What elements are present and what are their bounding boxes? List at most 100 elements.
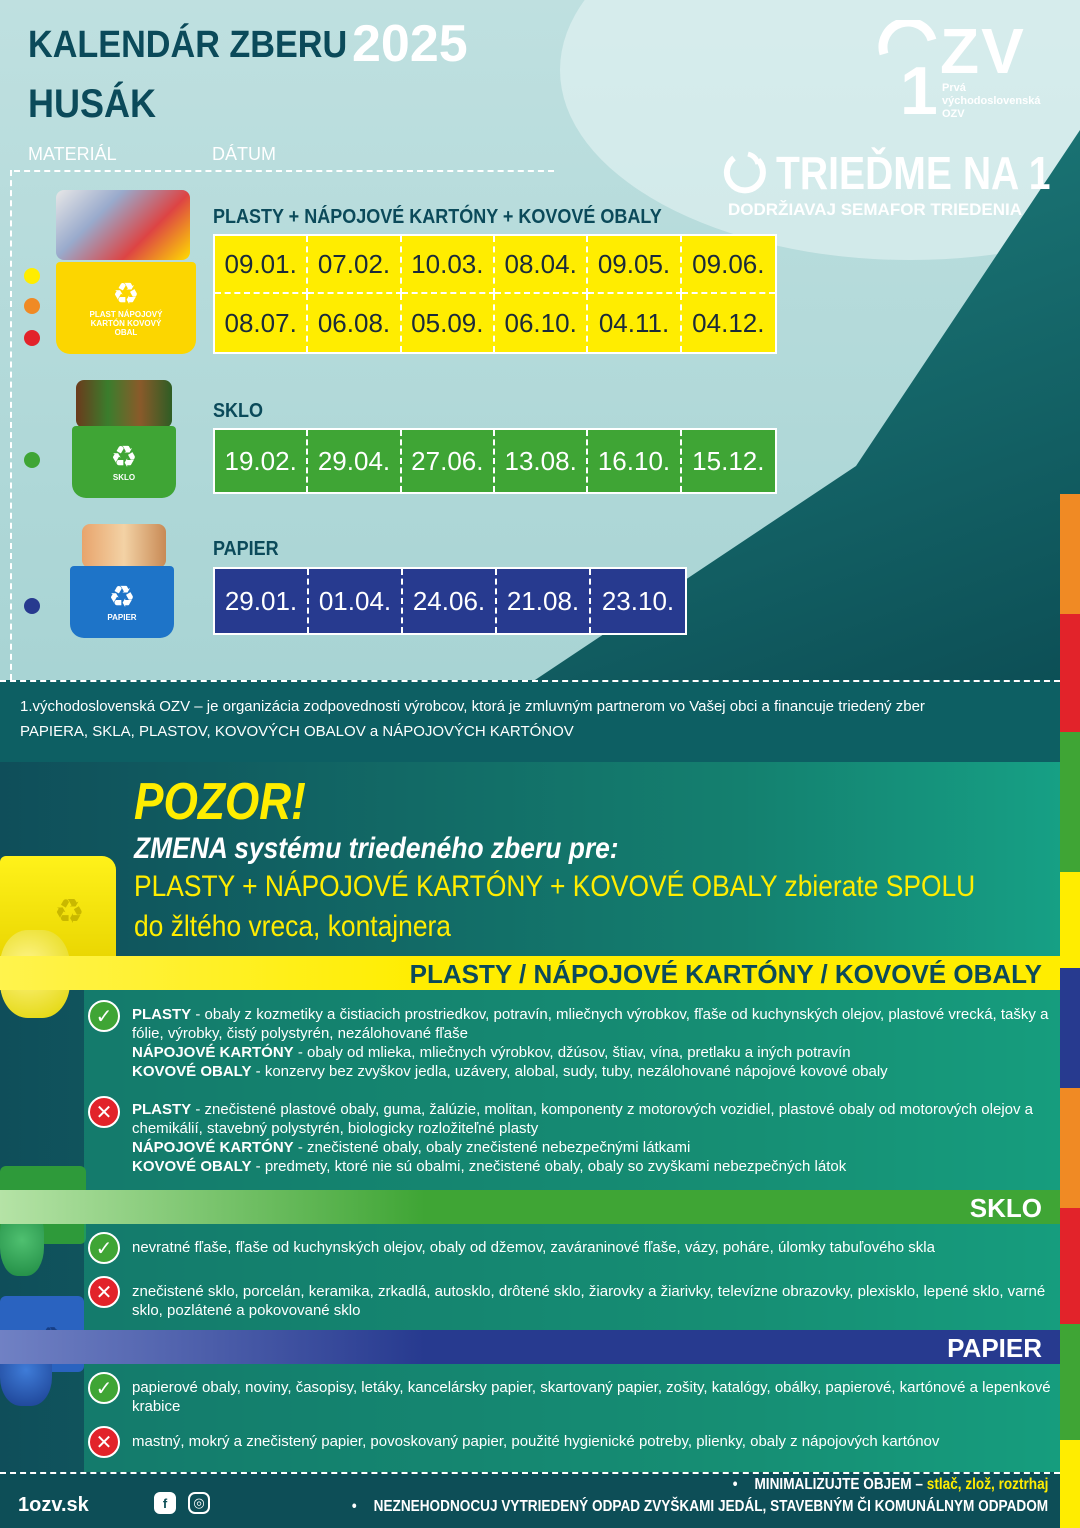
sidebar-stripe [1060, 732, 1080, 872]
sklo-forbidden: znečistené sklo, porcelán, keramika, zrk… [132, 1283, 1046, 1319]
logo-number: 1 [900, 53, 938, 129]
date-cell: 06.10. [495, 294, 589, 352]
dates-papier: 29.01. 01.04. 24.06. 21.08. 23.10. [213, 567, 687, 635]
check-icon: ✓ [88, 1372, 120, 1404]
date-cell: 27.06. [401, 430, 495, 492]
green-dot [24, 452, 40, 468]
sidebar-stripe [1060, 1324, 1080, 1440]
bin-label: PAPIER [107, 612, 137, 622]
footer [0, 1472, 1060, 1528]
date-cell: 09.05. [588, 236, 682, 294]
recycle-icon: ♻ [108, 580, 136, 614]
date-cell: 21.08. [497, 569, 591, 633]
date-cell: 04.12. [681, 294, 775, 352]
paper-waste-illustration [82, 524, 166, 568]
yellow-dot [24, 268, 40, 284]
cross-icon: ✕ [88, 1426, 120, 1458]
municipality-name: HUSÁK [28, 82, 157, 126]
change-detail-2: do žltého vreca, kontajnera [134, 910, 452, 943]
warning-title: POZOR! [134, 773, 306, 831]
date-cell: 19.02. [215, 430, 309, 492]
cross-icon: ✕ [88, 1096, 120, 1128]
category-label-plasty: PLASTY + NÁPOJOVÉ KARTÓNY + KOVOVÉ OBALY [213, 206, 662, 228]
date-cell: 04.11. [588, 294, 682, 352]
column-material: MATERIÁL [28, 144, 117, 164]
divider [14, 170, 554, 172]
slogan-subtitle: DODRŽIAVAJ SEMAFOR TRIEDENIA [728, 200, 1023, 219]
sidebar-stripe [1060, 968, 1080, 1088]
recycle-icon: ♻ [110, 440, 138, 474]
blue-bin: ♻ PAPIER [70, 566, 174, 638]
logo-text: ZV [940, 15, 1026, 87]
calendar-area [0, 0, 1080, 680]
category-label-papier: PAPIER [213, 538, 279, 560]
plastic-waste-illustration [56, 190, 190, 260]
yellow-bin: ♻ PLAST NÁPOJOVÝ KARTÓN KOVOVÝ OBAL [56, 262, 196, 354]
page-title: KALENDÁR ZBERU [28, 24, 348, 66]
sidebar-stripe [1060, 1440, 1080, 1528]
date-cell: 16.10. [588, 430, 682, 492]
column-date: DÁTUM [212, 144, 276, 164]
footer-tip-1: • MINIMALIZUJTE OBJEM – stlač, zlož, rozt… [732, 1476, 1048, 1493]
plasty-panel [84, 990, 1060, 1190]
bin-label: PLAST NÁPOJOVÝ KARTÓN KOVOVÝ OBAL [89, 309, 163, 337]
footer-tip-2: • NEZNEHODNOCUJ VYTRIEDENÝ ODPAD ZVYŠKAMI… [351, 1498, 1049, 1515]
sklo-panel [84, 1224, 1060, 1330]
red-dot [24, 330, 40, 346]
bin-label: SKLO [112, 472, 136, 482]
sklo-allowed: nevratné fľaše, fľaše od kuchynských ole… [132, 1239, 935, 1256]
date-cell: 23.10. [591, 569, 685, 633]
section-header-papier: PAPIER [0, 1330, 1060, 1364]
papier-forbidden: mastný, mokrý a znečistený papier, povos… [132, 1433, 940, 1450]
check-icon: ✓ [88, 1232, 120, 1264]
logo-subtitle: Prvá východoslovenská OZV [942, 82, 1041, 120]
date-cell: 24.06. [403, 569, 497, 633]
date-cell: 08.04. [495, 236, 589, 294]
title-year: 2025 [352, 15, 468, 73]
date-cell: 10.03. [401, 236, 495, 294]
divider-vertical [10, 170, 13, 680]
sidebar-stripe [1060, 1208, 1080, 1324]
plasty-forbidden: PLASTY - znečistené plastové obaly, guma… [132, 1101, 1034, 1175]
slogan-circle-icon [723, 151, 766, 194]
sidebar-stripe [1060, 614, 1080, 732]
date-cell: 09.06. [681, 236, 775, 294]
date-cell: 08.07. [215, 294, 309, 352]
blue-dot [24, 598, 40, 614]
green-bin: ♻ SKLO [72, 426, 176, 498]
divider [0, 680, 1060, 682]
organization-info: 1.východoslovenská OZV – je organizácia … [20, 698, 925, 740]
recycle-icon: ♻ [54, 893, 85, 931]
instagram-icon[interactable]: ◎ [188, 1492, 210, 1514]
check-icon: ✓ [88, 1000, 120, 1032]
dates-sklo: 19.02. 29.04. 27.06. 13.08. 16.10. 15.12… [213, 428, 777, 494]
papier-allowed: papierové obaly, noviny, časopisy, leták… [132, 1379, 1051, 1415]
date-cell: 09.01. [215, 236, 309, 294]
date-cell: 06.08. [308, 294, 402, 352]
sidebar-stripe [1060, 872, 1080, 968]
cross-icon: ✕ [88, 1276, 120, 1308]
slogan-title: TRIEĎME NA 1 [776, 147, 1051, 199]
date-cell: 13.08. [495, 430, 589, 492]
glass-bottles-illustration [76, 380, 172, 428]
change-detail: PLASTY + NÁPOJOVÉ KARTÓNY + KOVOVÉ OBALY… [134, 870, 976, 903]
section-header-plasty: PLASTY / NÁPOJOVÉ KARTÓNY / KOVOVÉ OBALY [0, 956, 1060, 990]
change-notice: ZMENA systému triedeného zberu pre: [134, 832, 619, 865]
section-header-sklo: SKLO [0, 1190, 1060, 1224]
date-cell: 15.12. [681, 430, 775, 492]
logo-arc-icon [878, 20, 937, 56]
date-cell: 05.09. [401, 294, 495, 352]
papier-panel [84, 1364, 1060, 1472]
date-cell: 07.02. [308, 236, 402, 294]
date-cell: 29.01. [215, 569, 309, 633]
sidebar-stripe [1060, 1088, 1080, 1208]
dates-plasty: 09.01. 07.02. 10.03. 08.04. 09.05. 09.06… [213, 234, 777, 354]
facebook-icon[interactable]: f [154, 1492, 176, 1514]
category-label-sklo: SKLO [213, 400, 264, 422]
date-cell: 01.04. [309, 569, 403, 633]
recycle-icon: ♻ [112, 277, 140, 311]
orange-dot [24, 298, 40, 314]
sidebar-stripe [1060, 494, 1080, 614]
plasty-allowed: PLASTY - obaly z kozmetiky a čistiacich … [132, 1006, 1049, 1080]
website-link[interactable]: 1ozv.sk [18, 1494, 89, 1516]
